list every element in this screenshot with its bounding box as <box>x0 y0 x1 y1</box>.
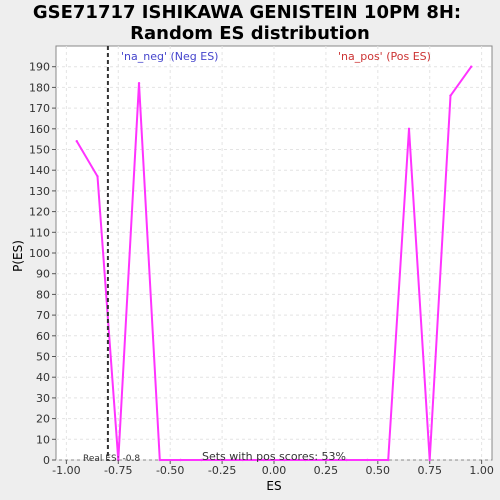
data-point <box>366 458 369 462</box>
data-point <box>96 175 99 178</box>
y-tick-label: 20 <box>36 413 50 426</box>
x-tick-label: 1.00 <box>469 464 494 477</box>
x-tick-label: -0.25 <box>208 464 236 477</box>
data-point <box>262 458 265 462</box>
y-tick-label: 120 <box>29 206 50 219</box>
real-es-label: Real ES: -0.8 <box>83 454 140 464</box>
data-point <box>220 458 224 462</box>
y-tick-label: 180 <box>29 81 50 94</box>
y-tick-label: 0 <box>43 454 50 467</box>
data-point <box>407 127 411 130</box>
x-axis-label: ES <box>266 479 281 493</box>
x-tick-label: 0.75 <box>417 464 442 477</box>
data-point <box>179 458 182 462</box>
pos-scores-annotation: Sets with pos scores: 53% <box>202 450 346 463</box>
data-point <box>345 458 348 462</box>
data-point <box>386 458 390 462</box>
series-points <box>75 65 473 462</box>
y-tick-label: 190 <box>29 61 50 74</box>
data-point <box>283 458 286 462</box>
x-tick-label: 0.25 <box>314 464 339 477</box>
y-tick-label: 170 <box>29 102 50 115</box>
y-tick-label: 100 <box>29 247 50 260</box>
x-tick-label: -1.00 <box>52 464 80 477</box>
y-tick-label: 10 <box>36 433 50 446</box>
grid-lines <box>56 46 492 461</box>
series-line <box>75 66 473 461</box>
data-point <box>428 458 431 462</box>
y-tick-label: 30 <box>36 392 50 405</box>
y-tick-label: 60 <box>36 330 50 343</box>
y-tick-label: 150 <box>29 144 50 157</box>
x-axis: -1.00 -0.75 -0.50 -0.25 0.00 0.25 0.50 0.75 1.00 <box>52 460 494 477</box>
legend-neg: 'na_neg' (Neg ES) <box>121 50 218 63</box>
y-tick-label: 80 <box>36 288 50 301</box>
data-point <box>117 458 120 462</box>
legend-pos: 'na_pos' (Pos ES) <box>338 50 431 63</box>
data-point <box>137 82 141 85</box>
data-point <box>200 458 203 462</box>
data-point <box>75 140 78 143</box>
y-tick-label: 110 <box>29 226 50 239</box>
data-point <box>158 458 162 462</box>
y-tick-label: 90 <box>36 268 50 281</box>
y-tick-label: 70 <box>36 309 50 322</box>
y-tick-label: 160 <box>29 123 50 136</box>
x-tick-label: 0.50 <box>366 464 391 477</box>
y-axis-label: P(ES) <box>11 240 25 272</box>
x-tick-label: 0.00 <box>262 464 287 477</box>
chart-title-line-2: Random ES distribution <box>130 23 370 44</box>
y-tick-label: 130 <box>29 185 50 198</box>
x-tick-label: -0.50 <box>156 464 184 477</box>
y-tick-label: 40 <box>36 371 50 384</box>
data-point <box>241 458 245 462</box>
data-point <box>324 458 328 462</box>
data-point <box>470 65 473 68</box>
chart-title-line-1: GSE71717 ISHIKAWA GENISTEIN 10PM 8H: <box>33 2 461 23</box>
y-tick-label: 50 <box>36 351 50 364</box>
y-axis: 0 10 20 30 40 50 60 70 80 90 100 110 120 130 140 150 160… <box>29 61 56 467</box>
y-tick-label: 140 <box>29 164 50 177</box>
data-point <box>449 94 452 97</box>
x-tick-label: -0.75 <box>104 464 132 477</box>
data-point <box>303 458 307 462</box>
